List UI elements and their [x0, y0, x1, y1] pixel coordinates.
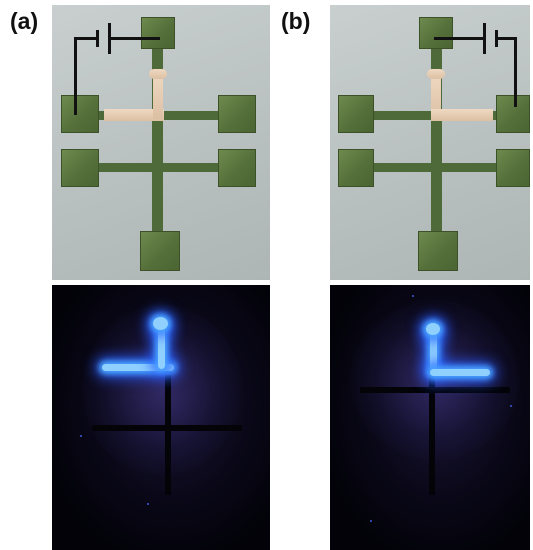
track-horizontal-bottom: [368, 163, 500, 172]
panel-label-b: (b): [281, 8, 311, 34]
electrode-pad-right-lower: [496, 149, 530, 187]
wire-left-horizontal: [434, 37, 484, 40]
dark-gap-horizontal: [360, 387, 510, 393]
track-vertical: [431, 45, 442, 245]
metal-trace-vertical: [431, 73, 441, 119]
electrode-pad-left-upper: [338, 95, 374, 133]
emission-line-horizontal: [430, 369, 490, 376]
electrode-pad-left-upper: [61, 95, 99, 133]
battery-plate-long: [483, 23, 486, 54]
wire-left-horizontal: [74, 37, 96, 40]
metal-trace-horizontal: [431, 109, 493, 121]
electrode-pad-top: [419, 17, 453, 49]
stray-emission-dot: [80, 435, 82, 437]
device-photo-b: [330, 5, 530, 280]
electrode-pad-top: [141, 17, 175, 49]
electrode-pad-right-upper: [218, 95, 256, 133]
emission-line-vertical: [430, 329, 437, 374]
metal-trace-horizontal: [104, 109, 164, 121]
wire-right-horizontal: [495, 37, 517, 40]
wire-right-vertical: [514, 37, 517, 107]
electrode-pad-left-lower: [61, 149, 99, 187]
electrode-pad-bottom: [418, 231, 458, 271]
track-horizontal-bottom: [94, 163, 222, 172]
electrode-pad-bottom: [140, 231, 180, 271]
stray-emission-dot: [510, 405, 512, 407]
panel-label-a: (a): [10, 8, 39, 34]
wire-right-horizontal: [108, 37, 160, 40]
stray-emission-dot: [370, 520, 372, 522]
emission-spot-top: [426, 323, 440, 335]
emission-image-b: [330, 285, 530, 550]
electrode-pad-left-lower: [338, 149, 374, 187]
wire-left-vertical: [74, 37, 77, 115]
metal-trace-vertical: [153, 73, 163, 119]
stray-emission-dot: [412, 295, 414, 297]
dark-gap-vertical: [429, 375, 435, 495]
emission-spot-top: [153, 317, 168, 330]
emission-line-vertical: [158, 323, 165, 369]
metal-trace-cap: [149, 69, 167, 79]
metal-trace-cap: [427, 69, 445, 79]
battery-plate-short: [96, 30, 99, 47]
device-photo-a: [52, 5, 270, 280]
emission-line-horizontal: [102, 364, 174, 371]
stray-emission-dot: [147, 503, 149, 505]
electrode-pad-right-lower: [218, 149, 256, 187]
dark-gap-vertical: [165, 375, 171, 495]
track-vertical: [152, 45, 163, 245]
emission-image-a: [52, 285, 270, 550]
electrode-pad-right-upper: [496, 95, 530, 133]
